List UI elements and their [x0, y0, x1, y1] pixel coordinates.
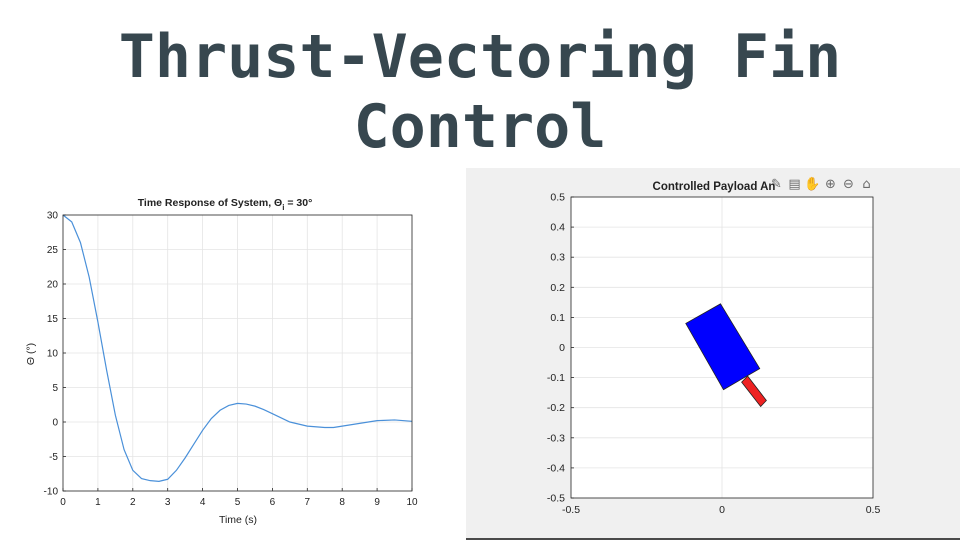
x-tick-labels: -0.5 0 0.5	[562, 504, 880, 516]
chart-title-suffix: = 30°	[284, 197, 312, 209]
datatip-icon[interactable]: ▤	[788, 177, 801, 192]
y-tick-label: -0.5	[547, 493, 565, 505]
x-tick-label: 0.5	[866, 504, 881, 516]
y-tick-label: 30	[47, 211, 59, 222]
home-icon[interactable]: ⌂	[862, 177, 871, 192]
y-tick-label: 5	[52, 383, 58, 394]
axes-toolbar: ✎ ▤ ✋ ⊕ ⊖ ⌂	[768, 176, 875, 193]
x-tick-label: 6	[270, 497, 276, 508]
y-tick-label: -10	[44, 487, 59, 498]
payload-body-shape	[685, 303, 761, 391]
time-response-chart: Time Response of System, Θi = 30° 0 1 2 3 4 5…	[25, 197, 418, 526]
zoom-in-icon[interactable]: ⊕	[825, 177, 836, 192]
chart-title-main: Time Response of System, Θ	[138, 197, 283, 209]
x-tick-label: 5	[235, 497, 241, 508]
y-tick-label: -0.2	[547, 402, 565, 414]
payload-chart: -0.5 0 0.5 0.5 0.4 0.3 0.2 0.1 0 -0.1 -0.2 -0.3 -0.…	[547, 181, 881, 516]
x-tick-label: 8	[339, 497, 345, 508]
x-tick-label: 2	[130, 497, 136, 508]
y-tick-label: 0.1	[550, 312, 565, 324]
series-line	[62, 214, 413, 482]
y-tick-label: 0	[559, 342, 565, 354]
y-tick-label: 0.3	[550, 252, 565, 264]
x-tick-label: -0.5	[562, 504, 580, 516]
y-tick-label: 0	[52, 418, 58, 429]
fin-shape	[741, 375, 767, 408]
slide-title-line1: Thrust-Vectoring Fin	[118, 22, 842, 92]
x-axis-label: Time (s)	[219, 514, 257, 526]
y-tick-label: 15	[47, 314, 59, 325]
chart-title-sub: i	[282, 203, 284, 212]
y-tick-label: 0.5	[550, 192, 565, 204]
payload-figure: -0.5 0 0.5 0.5 0.4 0.3 0.2 0.1 0 -0.1 -0.2 -0.3 -0.…	[466, 168, 960, 540]
y-tick-label: 0.2	[550, 282, 565, 294]
y-tick-label: -0.1	[547, 372, 565, 384]
x-tick-label: 0	[60, 497, 66, 508]
y-tick-label: -0.3	[547, 432, 565, 444]
pan-icon[interactable]: ✋	[804, 177, 821, 192]
x-tick-label: 0	[719, 504, 725, 516]
y-tick-labels: -10 -5 0 5 10 15 20 25 30	[44, 211, 59, 498]
y-tick-label: 0.4	[550, 222, 565, 234]
y-tick-label: 25	[47, 245, 59, 256]
y-tick-label: 10	[47, 349, 59, 360]
slide-title-line2: Control	[353, 92, 607, 162]
axes-frame	[62, 214, 413, 492]
x-tick-label: 9	[374, 497, 380, 508]
slide-title: Thrust-Vectoring Fin Control	[0, 22, 960, 162]
chart-title: Controlled Payload An	[653, 181, 776, 193]
zoom-out-icon[interactable]: ⊖	[843, 177, 854, 192]
x-tick-label: 3	[165, 497, 171, 508]
y-tick-labels: 0.5 0.4 0.3 0.2 0.1 0 -0.1 -0.2 -0.3 -0.4 -0.5	[547, 192, 565, 505]
y-axis-label: Θ (°)	[25, 343, 37, 365]
x-tick-label: 7	[305, 497, 311, 508]
x-tick-label: 10	[406, 497, 418, 508]
grid	[62, 214, 413, 492]
chart-title: Time Response of System, Θi = 30°	[138, 197, 313, 212]
y-tick-label: -5	[49, 452, 58, 463]
brush-icon[interactable]: ✎	[771, 177, 782, 192]
axes-frame	[570, 196, 874, 499]
time-response-figure: Time Response of System, Θi = 30° 0 1 2 3 4 5…	[20, 182, 430, 532]
y-tick-label: 20	[47, 280, 59, 291]
payload-shapes	[685, 303, 767, 408]
y-tick-label: -0.4	[547, 462, 565, 474]
x-tick-label: 4	[200, 497, 206, 508]
x-tick-label: 1	[95, 497, 101, 508]
x-tick-labels: 0 1 2 3 4 5 6 7 8 9 10	[60, 497, 418, 508]
